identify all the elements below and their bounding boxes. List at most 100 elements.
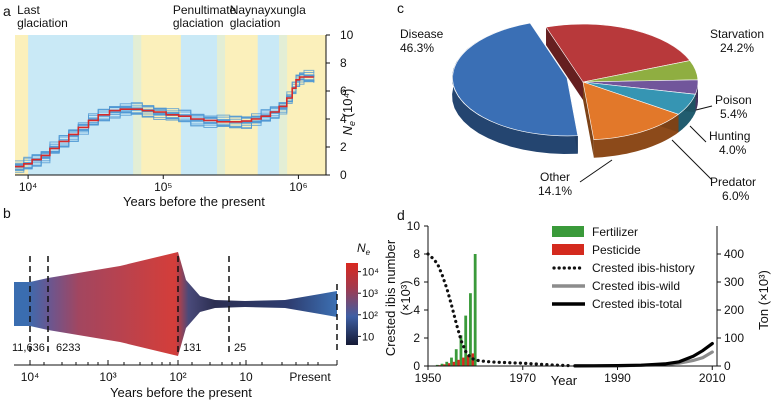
x-tick-label: 10⁴ <box>21 370 40 384</box>
colorbar-tick-label: 10 <box>362 331 374 343</box>
y-tick-label: 10 <box>340 28 354 42</box>
leader-line <box>695 105 713 111</box>
pie-slice-side <box>593 114 679 158</box>
x-tick-label: 1970 <box>509 371 536 385</box>
left-tick-label: 8 <box>413 247 420 261</box>
pesticide-bar <box>457 359 460 366</box>
glacial-band <box>180 35 218 175</box>
x-tick-label: 1990 <box>604 371 631 385</box>
event-label: 25 <box>234 342 246 354</box>
left-axis-label: Crested ibis number(×10³) <box>383 239 413 356</box>
colorbar <box>346 263 358 345</box>
y-tick-label: 4 <box>340 112 347 126</box>
period-label: Naynayxungla glaciation <box>230 3 306 30</box>
x-axis-label: Year <box>551 373 578 388</box>
left-tick-label: 2 <box>413 331 420 345</box>
legend-label: Crested ibis-total <box>592 297 682 311</box>
x-tick-label: 1950 <box>415 371 442 385</box>
y-axis-label: Ne (10⁴) <box>340 89 357 136</box>
left-tick-label: 4 <box>413 303 420 317</box>
legend-label: Crested ibis-history <box>592 261 695 275</box>
panel-a-label: a <box>3 3 11 19</box>
colorbar-tick-label: 10² <box>362 310 378 322</box>
period-label: Penultimate glaciation <box>173 3 237 30</box>
leader-line <box>579 159 613 183</box>
legend-label: Pesticide <box>592 243 641 257</box>
pie-value: 5.4% <box>720 107 748 121</box>
panel-b: b 11,636 6233 131 25 10⁴ 10³ 10² 10 Present Years … <box>3 205 379 400</box>
legend-label: Crested ibis-wild <box>592 279 680 293</box>
glacial-band <box>257 35 280 175</box>
pie-label: Starvation <box>710 27 764 41</box>
pesticide-bar <box>452 361 456 366</box>
pie-label: Poison <box>715 93 752 107</box>
fertilizer-bar <box>445 361 449 366</box>
pie-value: 6.0% <box>722 189 750 203</box>
x-tick-label: Present <box>289 370 331 384</box>
leader-line <box>671 139 713 181</box>
pie-value: 14.1% <box>538 184 572 198</box>
left-tick-label: 6 <box>413 275 420 289</box>
fertilizer-bar <box>435 364 439 366</box>
event-label: 6233 <box>56 342 80 354</box>
event-label: 11,636 <box>12 342 45 354</box>
legend-swatch <box>552 244 584 255</box>
x-tick-label: 10³ <box>99 370 116 384</box>
legend-label: Fertilizer <box>592 225 638 239</box>
median-line <box>15 76 314 168</box>
right-tick-label: 200 <box>724 303 744 317</box>
right-axis-label: Ton (×10³) <box>756 270 771 330</box>
bootstrap-line <box>15 69 315 162</box>
ne-history-shape <box>14 252 337 356</box>
pesticide-bar <box>447 363 451 366</box>
colorbar-tick-label: 10⁴ <box>362 267 379 279</box>
x-tick-label: 10² <box>169 370 186 384</box>
left-tick-label: 10 <box>407 219 421 233</box>
panel-b-label: b <box>3 205 11 221</box>
pie-label: Disease <box>400 27 444 41</box>
panel-c-label: c <box>397 0 404 16</box>
pie-value: 4.0% <box>719 143 747 157</box>
y-tick-label: 0 <box>340 168 347 182</box>
colorbar-tick-label: 10³ <box>362 288 378 300</box>
pesticide-bar <box>443 364 446 366</box>
legend-swatch <box>552 226 584 237</box>
pie-value: 24.2% <box>720 41 754 55</box>
leader-line <box>689 125 707 143</box>
x-axis-label: Years before the present <box>123 194 265 209</box>
panel-a: a Last glaciation Penultimate glaciationNayn… <box>3 3 357 209</box>
right-tick-label: 0 <box>724 359 731 373</box>
pie-label: Hunting <box>709 129 750 143</box>
x-tick-label: 10⁶ <box>289 180 307 194</box>
right-tick-label: 300 <box>724 275 744 289</box>
y-tick-label: 8 <box>340 56 347 70</box>
pie-slice <box>452 22 579 137</box>
panel-d-label: d <box>397 207 405 223</box>
pie-slice <box>582 81 680 141</box>
y-tick-label: 2 <box>340 140 347 154</box>
x-tick-label: 10 <box>239 370 253 384</box>
pie-slice-wall <box>583 82 594 158</box>
event-label: 131 <box>183 342 201 354</box>
fertilizer-bar <box>464 315 468 366</box>
fertilizer-bar <box>454 349 458 366</box>
fertilizer-bar <box>440 363 444 366</box>
fertilizer-bar <box>459 335 463 366</box>
x-tick-label: 10⁵ <box>154 180 172 194</box>
x-tick-label: 10⁴ <box>19 180 38 194</box>
pesticide-bar <box>466 355 470 366</box>
band-transition <box>217 35 226 175</box>
fertilizer-bar <box>469 293 472 366</box>
right-tick-label: 400 <box>724 247 744 261</box>
pie-label: Other <box>540 170 570 184</box>
fertilizer-bar <box>473 254 477 366</box>
x-tick-label: 2010 <box>699 371 726 385</box>
ibis-total-line <box>573 342 714 368</box>
pesticide-bar <box>462 357 465 366</box>
colorbar-title: Ne <box>357 241 371 257</box>
y-tick-label: 6 <box>340 84 347 98</box>
ibis-history-line <box>426 252 572 368</box>
